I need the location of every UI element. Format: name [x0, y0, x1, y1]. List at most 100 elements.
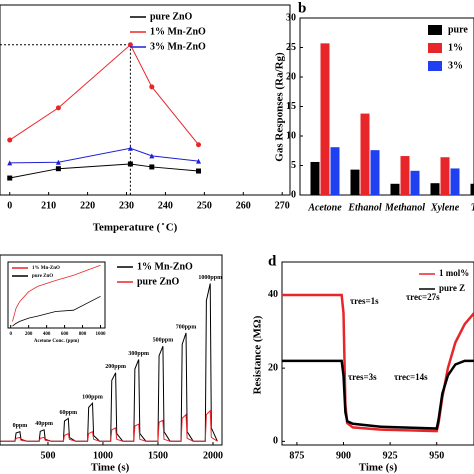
annotation: 300ppm: [128, 351, 149, 357]
y-tick-label: 10: [286, 130, 296, 141]
marker: [149, 84, 155, 90]
plot-frame: [0, 254, 223, 446]
series-line: [282, 359, 474, 430]
legend-label: 1%: [448, 42, 463, 53]
bar: [330, 147, 340, 195]
annotation: 100ppm: [82, 395, 103, 401]
bar: [410, 170, 420, 195]
plot-frame: [281, 261, 474, 446]
x-tick-label: 1500: [148, 450, 168, 461]
series-line: [282, 293, 474, 433]
y-tick-label: 0: [291, 189, 296, 200]
legend-swatch: [428, 43, 442, 53]
x-tick-label: 270: [275, 200, 290, 211]
legend-label: pure Z: [439, 283, 465, 293]
inset-x-label: Acetone Conc. (ppm): [34, 339, 79, 344]
x-tick-label: Methanol: [384, 202, 425, 213]
plot-frame: [7, 261, 106, 329]
bar: [370, 150, 380, 195]
bar: [320, 43, 330, 196]
bar: [310, 161, 320, 195]
legend-label: 3%: [448, 60, 463, 71]
series-line: [0, 409, 218, 442]
bar: [440, 157, 450, 195]
x-tick-label: Toluen: [471, 202, 474, 213]
bar: [390, 183, 400, 195]
x-tick-label: 260: [236, 200, 251, 211]
y-tick-label: 15: [286, 101, 296, 112]
marker: [127, 42, 133, 48]
annotation: τres=3s: [348, 372, 377, 382]
bar: [450, 168, 460, 195]
y-tick-label: 0: [273, 436, 278, 447]
series-line: [0, 283, 218, 442]
marker: [7, 137, 13, 143]
x-axis-label: Time (s): [91, 462, 130, 474]
annotation: 700ppm: [176, 324, 197, 330]
x-tick-label: 210: [41, 200, 56, 211]
marker: [149, 153, 155, 159]
legend-label: 1% Mn-ZnO: [150, 26, 206, 37]
x-tick-label: 1000: [93, 450, 113, 461]
x-tick-label: 1000: [96, 332, 107, 337]
x-tick-label: 800: [79, 332, 87, 337]
x-tick-label: Acetone: [307, 202, 342, 213]
bar: [350, 169, 360, 195]
annotation: τrec=27s: [406, 292, 440, 302]
x-tick-label: 240: [158, 200, 173, 211]
marker: [127, 161, 133, 167]
annotation: 60ppm: [59, 410, 77, 416]
y-tick-label: 40: [268, 289, 278, 300]
marker: [55, 166, 61, 172]
x-tick-label: 925: [383, 450, 398, 461]
x-tick-label: 2000: [203, 450, 223, 461]
x-tick-label: 400: [43, 332, 51, 337]
x-tick-label: 200: [25, 332, 33, 337]
panel-label: d: [268, 253, 277, 269]
annotation: τrec=14s: [394, 372, 428, 382]
x-tick-label: 900: [336, 450, 351, 461]
marker: [7, 160, 13, 166]
panel-label: b: [298, 0, 306, 16]
marker: [127, 145, 133, 151]
bar: [470, 183, 474, 195]
annotation: 500ppm: [153, 338, 174, 344]
legend-label: pure ZnO: [150, 11, 193, 22]
x-tick-label: 0: [7, 200, 12, 211]
annotation: 0ppm: [13, 423, 28, 429]
y-tick-label: 25: [286, 42, 296, 53]
x-tick-label: 600: [61, 332, 69, 337]
marker: [149, 164, 155, 170]
legend-label: 3% Mn-ZnO: [150, 41, 206, 52]
marker: [55, 159, 61, 165]
x-tick-label: 230: [119, 200, 134, 211]
bar: [400, 156, 410, 195]
x-tick-label: 950: [429, 450, 444, 461]
y-tick-label: 30: [286, 12, 296, 23]
y-tick-label: 20: [286, 71, 296, 82]
marker: [55, 105, 61, 111]
series-line: [9, 43, 199, 146]
inset-bg: [8, 262, 105, 328]
legend-swatch: [428, 25, 442, 35]
marker: [7, 175, 13, 181]
x-tick-label: 220: [80, 200, 95, 211]
y-tick-label: 5: [291, 160, 296, 171]
legend-label: 1% Mn-ZnO: [137, 261, 193, 272]
annotation: 1000ppm: [198, 275, 222, 281]
x-tick-label: 0: [9, 332, 12, 337]
legend-swatch: [428, 61, 442, 71]
legend-label: 1 mol%: [439, 268, 469, 278]
y-axis-label: Gas Responses (Ra/Rg): [274, 52, 286, 162]
x-axis-label: Temperature ( ̊ C): [93, 222, 178, 234]
marker: [196, 158, 202, 164]
x-axis-label: Time (s): [359, 462, 398, 474]
plot-frame: [0, 4, 291, 196]
legend-label: 1% Mn-ZnO: [32, 266, 60, 271]
x-tick-label: Xylene: [430, 202, 460, 213]
y-axis-label: Resistance (MΩ): [252, 315, 264, 394]
x-tick-label: Ethanol: [347, 202, 382, 213]
annotation: τres=1s: [350, 296, 379, 306]
series-line: [12, 295, 101, 327]
